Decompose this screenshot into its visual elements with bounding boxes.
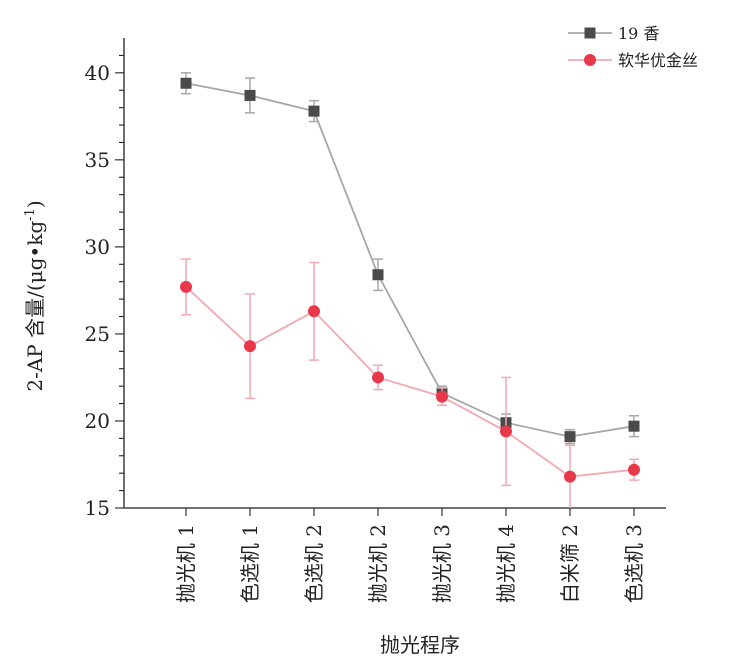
data-point bbox=[308, 105, 320, 117]
y-axis: 15 20 25 30 35 40 bbox=[85, 38, 125, 520]
y-tick-label: 20 bbox=[85, 409, 110, 433]
x-tick-label: 抛光机 4 bbox=[494, 524, 518, 603]
data-point bbox=[244, 89, 256, 101]
data-point bbox=[500, 425, 512, 438]
series-line bbox=[185, 82, 635, 438]
x-tick-label: 白米筛 2 bbox=[558, 524, 582, 603]
x-tick-label: 色选机 1 bbox=[238, 524, 262, 603]
legend-label: 软华优金丝 bbox=[618, 51, 698, 70]
data-point bbox=[372, 269, 384, 281]
x-axis-title: 抛光程序 bbox=[380, 633, 460, 657]
series-layer bbox=[180, 72, 640, 508]
y-tick-label: 30 bbox=[85, 235, 110, 259]
x-tick-label: 抛光机 2 bbox=[366, 524, 390, 603]
legend-label: 19 香 bbox=[618, 24, 659, 43]
data-point bbox=[628, 420, 640, 432]
legend-item: 19 香 bbox=[568, 24, 659, 43]
legend-marker bbox=[584, 27, 596, 39]
data-point bbox=[628, 463, 640, 476]
y-tick-label: 25 bbox=[85, 322, 110, 346]
data-point bbox=[180, 280, 192, 293]
x-tick-label: 抛光机 3 bbox=[430, 524, 454, 603]
series-line bbox=[185, 286, 635, 478]
y-tick-label: 15 bbox=[85, 496, 110, 520]
x-tick-label: 抛光机 1 bbox=[174, 524, 198, 603]
data-point bbox=[180, 77, 192, 89]
x-tick-label: 色选机 3 bbox=[622, 524, 646, 603]
data-point bbox=[308, 305, 320, 318]
data-point bbox=[436, 390, 448, 403]
data-point bbox=[372, 371, 384, 384]
data-point bbox=[564, 431, 576, 443]
x-axis: 抛光机 1 色选机 1 色选机 2 抛光机 2 抛光机 3 抛光机 4 白米筛 2 色选机 3 bbox=[124, 507, 666, 603]
y-tick-label: 40 bbox=[85, 61, 110, 85]
y-axis-title: 2-AP 含量/(μg•kg-1) bbox=[23, 200, 47, 391]
y-tick-label: 35 bbox=[85, 148, 110, 172]
x-tick-label: 色选机 2 bbox=[302, 524, 326, 603]
series-2 bbox=[180, 258, 640, 508]
data-point bbox=[564, 470, 576, 483]
legend-item: 软华优金丝 bbox=[568, 51, 698, 70]
data-point bbox=[244, 340, 256, 353]
legend-marker bbox=[584, 54, 596, 66]
